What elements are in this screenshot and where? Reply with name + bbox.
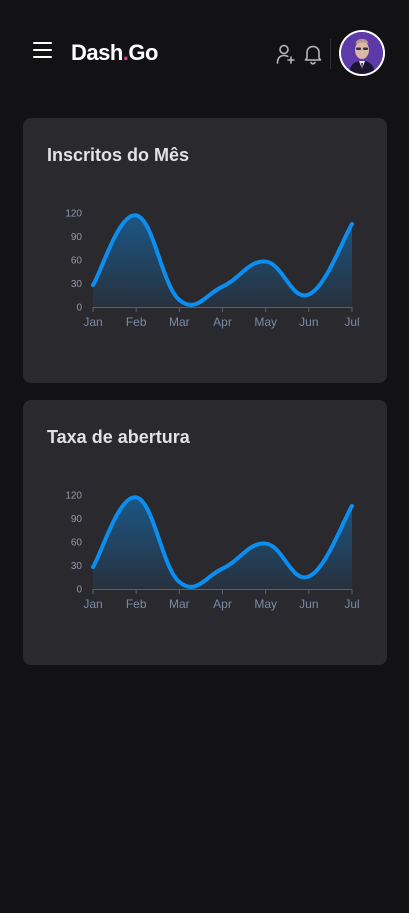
x-tick-label: Jan (83, 597, 102, 611)
x-tick-label: May (254, 315, 277, 329)
y-tick-label: 30 (71, 279, 83, 290)
logo-dot: . (122, 40, 129, 65)
logo-main: Dash (71, 40, 123, 65)
x-tick-label: Apr (213, 597, 232, 611)
x-tick-label: Jan (83, 315, 102, 329)
y-tick-label: 30 (71, 561, 83, 572)
card-title: Inscritos do Mês (47, 145, 190, 165)
logo[interactable]: Dash.Go (71, 40, 158, 66)
x-tick-label: Jun (299, 315, 318, 329)
x-tick-label: Mar (169, 315, 190, 329)
y-tick-label: 0 (76, 303, 82, 314)
card-title: Taxa de abertura (47, 427, 190, 447)
x-tick-label: Feb (126, 315, 147, 329)
series-line (91, 495, 354, 589)
hamburger-menu-icon[interactable] (33, 42, 53, 60)
y-tick-label: 90 (71, 514, 83, 525)
x-tick-label: Jul (344, 597, 359, 611)
chart-card-inscritos: Inscritos do Mês Jan Feb Mar Apr May Jun Jul 0 3… (23, 118, 387, 383)
logo-suffix: Go (128, 40, 158, 65)
area-chart: Jan Feb Mar Apr May Jun Jul 0 30 60 90 120 (65, 209, 359, 330)
x-tick-label: Apr (213, 315, 232, 329)
x-tick-label: May (254, 597, 277, 611)
x-tick-label: Jun (299, 597, 318, 611)
user-add-icon[interactable] (276, 43, 296, 65)
y-tick-label: 60 (71, 538, 83, 549)
series-line (91, 213, 354, 307)
y-tick-label: 90 (71, 232, 83, 243)
y-tick-label: 60 (71, 256, 83, 267)
x-tick-label: Mar (169, 597, 190, 611)
avatar[interactable] (339, 30, 385, 76)
x-tick-label: Feb (126, 597, 147, 611)
y-tick-label: 120 (65, 491, 82, 502)
chart-card-taxa-abertura: Taxa de abertura Jan Feb Mar Apr May Jun Jul 0 3… (23, 400, 387, 665)
header: Dash.Go (0, 0, 409, 108)
y-tick-label: 0 (76, 585, 82, 596)
y-tick-label: 120 (65, 209, 82, 220)
avatar-image (341, 32, 383, 74)
area-chart: Jan Feb Mar Apr May Jun Jul 0 30 60 90 120 (65, 491, 359, 612)
header-divider (330, 39, 331, 69)
x-tick-label: Jul (344, 315, 359, 329)
bell-icon[interactable] (303, 43, 323, 65)
